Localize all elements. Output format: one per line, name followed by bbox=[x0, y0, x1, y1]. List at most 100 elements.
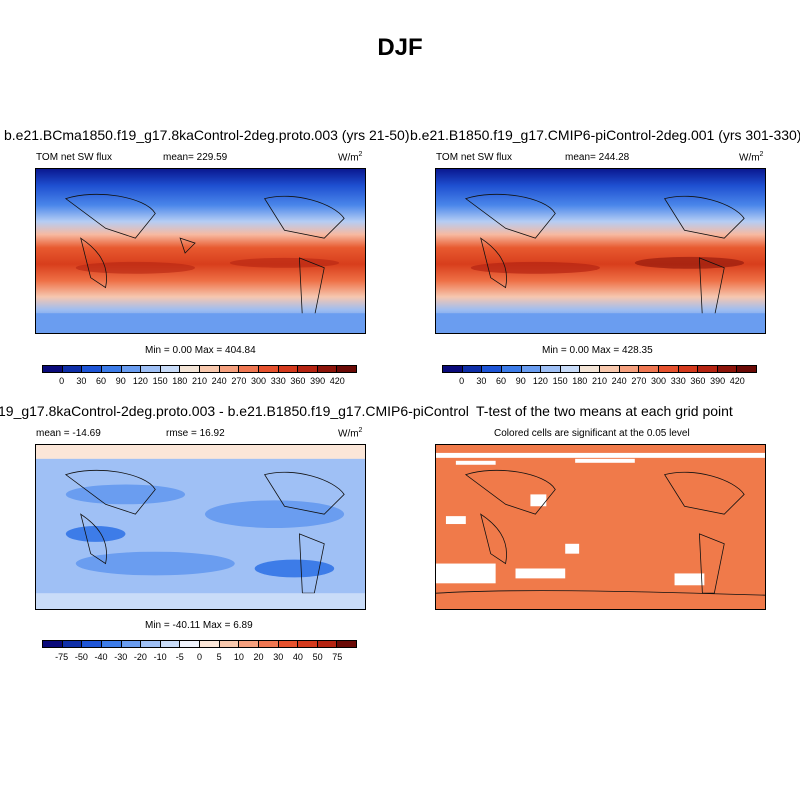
colorbar-abs-2-tick-label: 420 bbox=[729, 376, 745, 386]
colorbar-abs-2-swatch bbox=[443, 366, 463, 372]
colorbar-diff-tick-label: -75 bbox=[55, 652, 69, 662]
colorbar-abs-1-swatch bbox=[239, 366, 259, 372]
colorbar-diff-swatch bbox=[278, 641, 299, 647]
colorbar-abs-1-tick-label: 210 bbox=[191, 376, 208, 386]
colorbar-diff-tick-label: 0 bbox=[196, 652, 203, 662]
colorbar-abs-2-tick-label: 120 bbox=[532, 376, 548, 386]
colorbar-abs-1-tick-label: 390 bbox=[310, 376, 326, 386]
panel-2-units-label: W/m2 bbox=[739, 151, 764, 164]
colorbar-abs-1-swatch bbox=[62, 366, 83, 372]
colorbar-diff-swatch bbox=[101, 641, 122, 647]
panel-2-mean-label: mean= 244.28 bbox=[565, 152, 630, 163]
colorbar-diff-swatch bbox=[121, 641, 142, 647]
colorbar-diff-tick-label: 5 bbox=[216, 652, 222, 662]
panel-3-rmse-label: rmse = 16.92 bbox=[166, 428, 225, 439]
colorbar-abs-1-tick-label: 0 bbox=[59, 376, 65, 386]
colorbar-abs-1-swatch bbox=[180, 366, 200, 372]
colorbar-diff-swatch bbox=[317, 641, 338, 647]
colorbar-diff-tick-label: 40 bbox=[292, 652, 303, 662]
colorbar-abs-2-swatch bbox=[482, 366, 502, 372]
colorbar-abs-1-swatch bbox=[278, 366, 299, 372]
colorbar-abs-2-swatch bbox=[717, 366, 738, 372]
panel-1-minmax: Min = 0.00 Max = 404.84 bbox=[145, 345, 256, 356]
colorbar-abs-1-swatch bbox=[82, 366, 102, 372]
colorbar-abs-1-swatch bbox=[258, 366, 279, 372]
panel-1-title: b.e21.BCma1850.f19_g17.8kaControl-2deg.p… bbox=[4, 127, 410, 143]
colorbar-diff-swatch bbox=[239, 641, 259, 647]
colorbar-abs-2-swatch bbox=[639, 366, 659, 372]
colorbar-abs-1-swatch bbox=[101, 366, 122, 372]
colorbar-abs-2-swatch bbox=[619, 366, 640, 372]
colorbar-diff-tick-label: 50 bbox=[312, 652, 323, 662]
colorbar-diff-tick-label: -50 bbox=[74, 652, 88, 662]
colorbar-diff-swatch bbox=[160, 641, 181, 647]
colorbar-abs-2-swatch bbox=[658, 366, 679, 372]
colorbar-diff-swatch bbox=[219, 641, 240, 647]
colorbar-abs-2-swatch bbox=[462, 366, 483, 372]
colorbar-abs-1-swatch bbox=[43, 366, 63, 372]
panel-1-map bbox=[35, 168, 366, 334]
colorbar-abs-2-swatch bbox=[560, 366, 581, 372]
colorbar-abs-1-tick-label: 30 bbox=[76, 376, 87, 386]
colorbar-abs-1 bbox=[42, 365, 357, 373]
panel-2-variable-label: TOM net SW flux bbox=[436, 152, 512, 163]
colorbar-abs-2-tick-label: 210 bbox=[591, 376, 608, 386]
colorbar-abs-1-swatch bbox=[219, 366, 240, 372]
colorbar-diff-swatch bbox=[141, 641, 161, 647]
colorbar-abs-2-swatch bbox=[737, 366, 756, 372]
colorbar-diff-swatch bbox=[43, 641, 63, 647]
colorbar-diff-tick-label: 10 bbox=[233, 652, 244, 662]
colorbar-diff-tick-label: -30 bbox=[114, 652, 128, 662]
panel-3-title: 19_g17.8kaControl-2deg.proto.003 - b.e21… bbox=[0, 403, 468, 419]
colorbar-abs-2-swatch bbox=[580, 366, 600, 372]
colorbar-abs-2-swatch bbox=[698, 366, 718, 372]
colorbar-diff-swatch bbox=[82, 641, 102, 647]
panel-4-map bbox=[435, 444, 766, 610]
colorbar-abs-1-swatch bbox=[337, 366, 356, 372]
colorbar-abs-2-swatch bbox=[541, 366, 561, 372]
colorbar-abs-2-swatch bbox=[600, 366, 620, 372]
colorbar-diff-tick-label: -40 bbox=[94, 652, 108, 662]
colorbar-diff-tick-label: 75 bbox=[332, 652, 343, 662]
panel-1-mean-label: mean= 229.59 bbox=[163, 152, 228, 163]
colorbar-abs-1-tick-label: 300 bbox=[251, 376, 267, 386]
colorbar-diff-tick-label: -5 bbox=[175, 652, 184, 662]
colorbar-abs-2-swatch bbox=[521, 366, 542, 372]
colorbar-abs-1-swatch bbox=[200, 366, 220, 372]
colorbar-abs-2-tick-label: 360 bbox=[690, 376, 706, 386]
colorbar-abs-1-swatch bbox=[298, 366, 318, 372]
colorbar-abs-1-tick-label: 180 bbox=[172, 376, 188, 386]
colorbar-abs-2-tick-label: 390 bbox=[710, 376, 726, 386]
colorbar-diff bbox=[42, 640, 357, 648]
colorbar-abs-2-tick-label: 90 bbox=[515, 376, 526, 386]
colorbar-abs-2-tick-label: 270 bbox=[631, 376, 647, 386]
colorbar-abs-2-tick-label: 150 bbox=[552, 376, 568, 386]
colorbar-diff-swatch bbox=[258, 641, 279, 647]
colorbar-diff-swatch bbox=[337, 641, 356, 647]
colorbar-abs-1-tick-label: 90 bbox=[115, 376, 126, 386]
panel-4-title: T-test of the two means at each grid poi… bbox=[476, 403, 733, 419]
colorbar-abs-1-tick-label: 330 bbox=[270, 376, 286, 386]
colorbar-abs-1-tick-label: 150 bbox=[152, 376, 168, 386]
colorbar-diff-tick-label: 30 bbox=[273, 652, 284, 662]
panel-2-map bbox=[435, 168, 766, 334]
colorbar-diff-swatch bbox=[180, 641, 200, 647]
colorbar-abs-1-tick-label: 120 bbox=[132, 376, 148, 386]
colorbar-diff-tick-label: 20 bbox=[253, 652, 264, 662]
colorbar-diff-tick-label: -10 bbox=[153, 652, 167, 662]
panel-1-units-label: W/m2 bbox=[338, 151, 363, 164]
figure-title: DJF bbox=[377, 34, 423, 61]
panel-1-variable-label: TOM net SW flux bbox=[36, 152, 112, 163]
colorbar-abs-2-tick-label: 0 bbox=[459, 376, 465, 386]
panel-3-units-label: W/m2 bbox=[338, 427, 363, 440]
panel-3-minmax: Min = -40.11 Max = 6.89 bbox=[145, 620, 253, 631]
colorbar-abs-1-swatch bbox=[121, 366, 142, 372]
colorbar-abs-2-tick-label: 300 bbox=[651, 376, 667, 386]
colorbar-abs-1-tick-label: 270 bbox=[231, 376, 247, 386]
colorbar-abs-1-swatch bbox=[317, 366, 338, 372]
colorbar-abs-1-tick-label: 240 bbox=[211, 376, 227, 386]
colorbar-abs-2 bbox=[442, 365, 757, 373]
colorbar-abs-2-tick-label: 60 bbox=[496, 376, 507, 386]
colorbar-abs-2-swatch bbox=[501, 366, 522, 372]
colorbar-abs-2-swatch bbox=[678, 366, 699, 372]
